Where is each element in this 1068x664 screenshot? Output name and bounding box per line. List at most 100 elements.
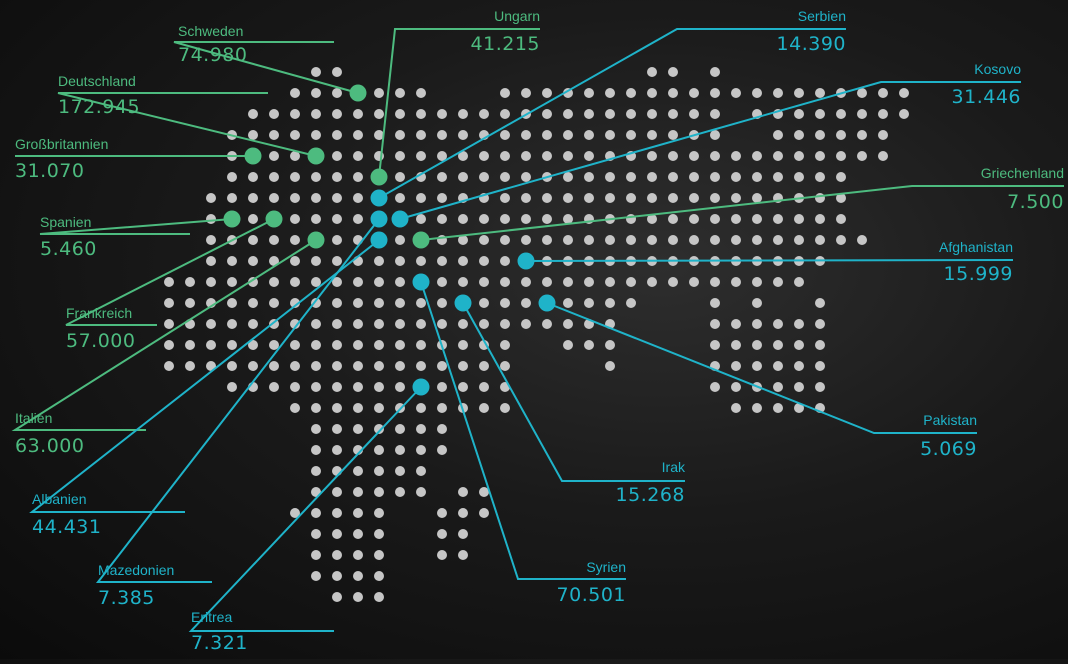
- map-dot: [332, 319, 342, 329]
- map-dot: [416, 193, 426, 203]
- map-dot: [836, 151, 846, 161]
- map-dot: [836, 235, 846, 245]
- map-dot: [668, 109, 678, 119]
- map-dot: [374, 298, 384, 308]
- map-dot: [458, 235, 468, 245]
- map-dot: [311, 319, 321, 329]
- map-dot: [626, 130, 636, 140]
- value-irak: 15.268: [615, 484, 685, 506]
- map-dot: [710, 319, 720, 329]
- map-dot: [521, 172, 531, 182]
- map-dot: [878, 151, 888, 161]
- map-dot: [815, 382, 825, 392]
- map-dot: [563, 298, 573, 308]
- map-dot: [710, 382, 720, 392]
- map-dot: [332, 130, 342, 140]
- map-dot: [437, 508, 447, 518]
- map-dot: [731, 319, 741, 329]
- map-dot: [458, 361, 468, 371]
- map-dot: [353, 172, 363, 182]
- map-dot: [437, 403, 447, 413]
- map-dot: [710, 214, 720, 224]
- label-albanien: Albanien 44.431: [32, 492, 101, 537]
- map-dot: [500, 214, 510, 224]
- map-dot: [248, 130, 258, 140]
- map-dot: [794, 235, 804, 245]
- map-dot: [794, 277, 804, 287]
- map-dot: [794, 361, 804, 371]
- map-dot: [353, 214, 363, 224]
- name-syrien: Syrien: [586, 559, 626, 575]
- map-dot: [710, 340, 720, 350]
- map-dot: [395, 487, 405, 497]
- map-dot: [332, 214, 342, 224]
- map-dot: [794, 130, 804, 140]
- map-dot: [206, 319, 216, 329]
- map-dot: [374, 256, 384, 266]
- map-dot: [815, 319, 825, 329]
- map-dot: [374, 403, 384, 413]
- map-dot: [773, 88, 783, 98]
- map-dot: [794, 109, 804, 119]
- map-dot: [227, 319, 237, 329]
- map-dot: [311, 340, 321, 350]
- map-dot: [521, 319, 531, 329]
- value-mazedonien: 7.385: [98, 587, 155, 609]
- value-kosovo: 31.446: [951, 86, 1021, 108]
- name-grossbritannien: Großbritannien: [15, 136, 109, 152]
- map-dot: [269, 172, 279, 182]
- map-dot: [584, 193, 594, 203]
- name-deutschland: Deutschland: [58, 73, 136, 89]
- map-dot: [416, 130, 426, 140]
- map-dot: [311, 529, 321, 539]
- map-dot: [311, 445, 321, 455]
- map-dot: [479, 256, 489, 266]
- map-dot: [815, 235, 825, 245]
- map-dot: [290, 298, 300, 308]
- map-dot: [227, 277, 237, 287]
- map-dot: [479, 151, 489, 161]
- map-dot: [500, 403, 510, 413]
- map-dot: [290, 130, 300, 140]
- map-dot: [773, 172, 783, 182]
- map-dot: [374, 424, 384, 434]
- map-dot: [647, 151, 657, 161]
- map-dot: [374, 529, 384, 539]
- map-dot: [227, 382, 237, 392]
- map-dot: [353, 571, 363, 581]
- map-dot: [500, 151, 510, 161]
- map-dot: [164, 298, 174, 308]
- marker-spanien: [223, 210, 241, 228]
- map-dot: [626, 235, 636, 245]
- map-dot: [311, 466, 321, 476]
- map-dot: [269, 235, 279, 245]
- map-dot: [395, 277, 405, 287]
- map-dot: [521, 298, 531, 308]
- map-dot: [605, 361, 615, 371]
- map-dot: [332, 550, 342, 560]
- map-dot: [164, 361, 174, 371]
- map-dot: [689, 235, 699, 245]
- map-dot: [605, 340, 615, 350]
- map-dot: [668, 277, 678, 287]
- map-dot: [353, 151, 363, 161]
- value-grossbritannien: 31.070: [15, 160, 85, 182]
- map-dot: [752, 361, 762, 371]
- map-dot: [437, 151, 447, 161]
- map-dot: [332, 67, 342, 77]
- map-dot: [710, 235, 720, 245]
- map-dot: [815, 214, 825, 224]
- map-dot: [731, 151, 741, 161]
- map-dot: [773, 235, 783, 245]
- map-dot: [395, 466, 405, 476]
- map-dot: [752, 214, 762, 224]
- map-dot: [374, 550, 384, 560]
- label-mazedonien: Mazedonien 7.385: [98, 563, 174, 608]
- map-dot: [437, 424, 447, 434]
- map-dot: [311, 403, 321, 413]
- map-dot: [374, 508, 384, 518]
- label-ungarn: Ungarn 41.215: [471, 9, 540, 54]
- map-dot: [353, 277, 363, 287]
- map-dot: [290, 508, 300, 518]
- value-serbien: 14.390: [776, 33, 846, 55]
